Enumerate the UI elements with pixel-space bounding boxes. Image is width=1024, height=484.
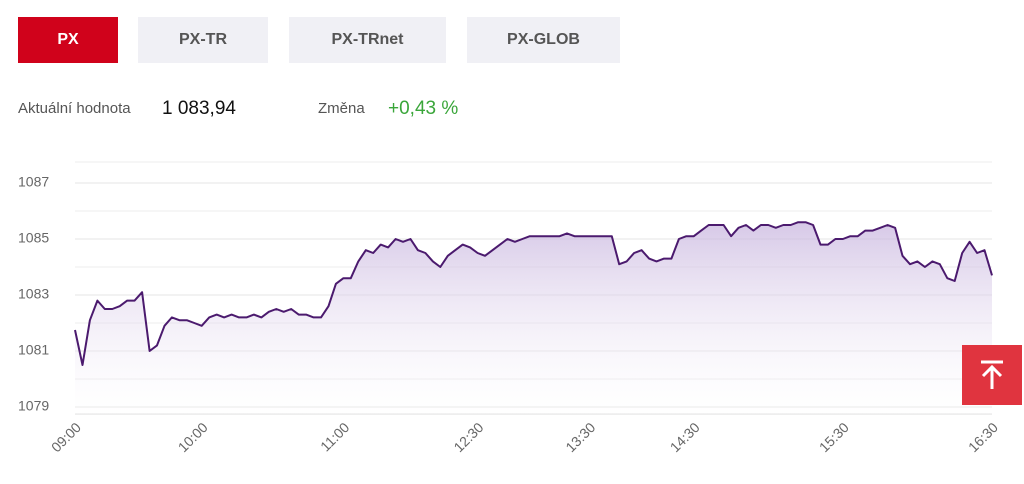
x-tick-label: 15:30 [816,419,852,455]
x-tick-label: 11:00 [317,419,353,455]
x-tick-label: 14:30 [667,419,703,455]
x-tick-label: 13:30 [562,419,598,455]
tab[interactable]: PX-TR [138,17,268,63]
y-tick-label: 1083 [18,286,49,302]
tab[interactable]: PX-GLOB [467,17,620,63]
tab[interactable]: PX-TRnet [289,17,446,63]
tab[interactable]: PX [18,17,118,63]
x-tick-label: 16:30 [965,419,1001,455]
x-tick-label: 12:30 [450,419,486,455]
stat-label: Aktuální hodnota [18,100,131,117]
y-tick-label: 1085 [18,230,49,246]
y-tick-label: 1079 [18,398,49,414]
y-tick-label: 1087 [18,174,49,190]
x-tick-label: 10:00 [175,419,211,455]
back-to-top-button[interactable] [962,345,1022,405]
stat-value: +0,43 % [388,98,459,119]
arrow-up-icon [981,360,1003,389]
y-tick-label: 1081 [18,342,49,358]
stat-label: Změna [318,100,365,117]
price-line [74,221,993,366]
area-fill [75,222,992,414]
x-tick-label: 09:00 [48,419,84,455]
stat-value: 1 083,94 [162,98,236,119]
